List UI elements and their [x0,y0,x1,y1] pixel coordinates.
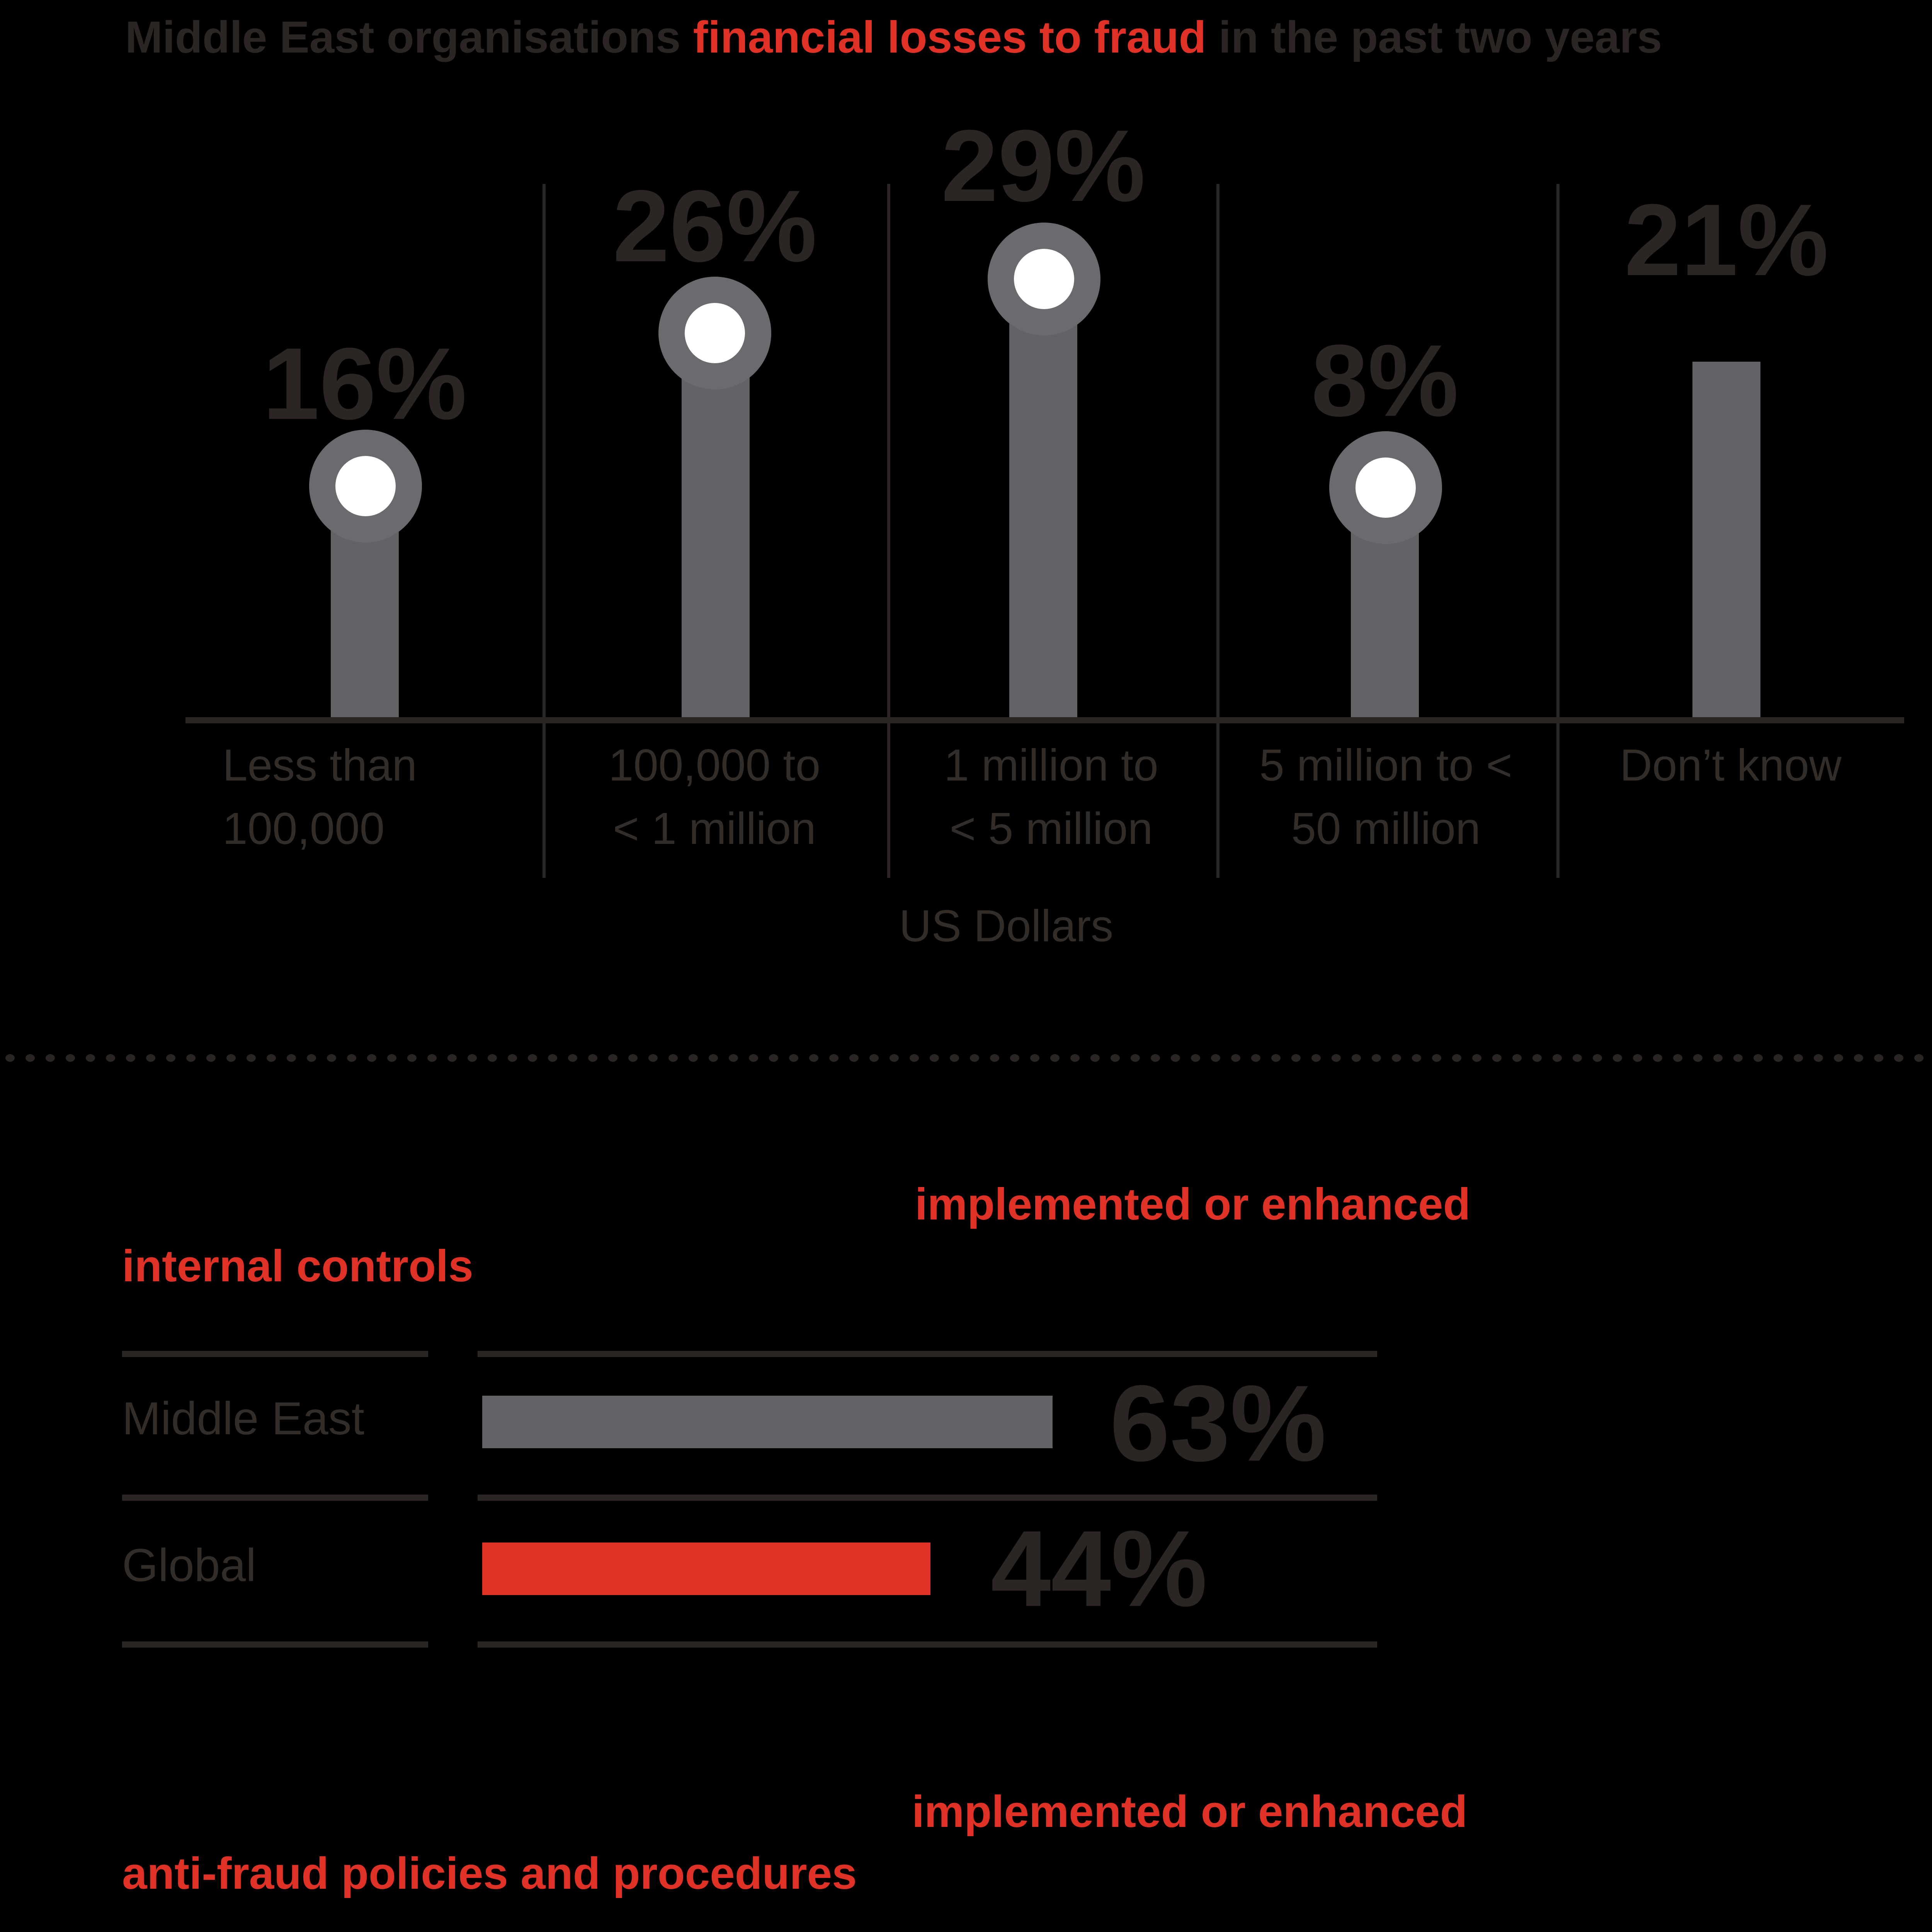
category-label: 5 million to < 50 million [1259,742,1512,855]
value-label: 16% [262,326,467,440]
bar-global [482,1543,930,1595]
title-highlight: financial losses to fraud [693,14,1206,63]
lollipop-marker [987,222,1100,335]
category-label: Don’t know [1620,742,1842,791]
dont-know-bar [1692,362,1760,717]
row-separator [122,1351,428,1356]
section-heading-line2: anti-fraud policies and procedures [122,1850,857,1900]
value-middle-east: 63% [1110,1363,1327,1484]
dotted-divider [0,1053,1932,1063]
title-suffix: in the past two years [1206,14,1662,63]
title-prefix: Middle East organisations [125,14,693,63]
value-label: 26% [612,168,817,283]
row-label-global: Global [122,1541,256,1592]
x-axis-line [185,717,1904,723]
section-heading-line1: implemented or enhanced [915,1181,1471,1230]
lollipop-marker [308,429,421,542]
column-divider [1556,184,1559,878]
marker-hole [1013,248,1073,308]
value-label: 8% [1311,323,1459,437]
section-heading-line2: internal controls [122,1243,473,1292]
value-label: 21% [1624,182,1829,297]
row-separator [122,1641,428,1647]
lollipop-marker [1328,430,1441,543]
value-label: 29% [941,108,1146,223]
category-label: 1 million to < 5 million [944,742,1158,855]
column-divider [543,184,546,878]
row-separator [478,1641,1377,1647]
row-separator [478,1495,1377,1500]
column-divider [886,184,889,878]
lollipop-stem [681,332,749,717]
marker-hole [685,302,745,362]
category-label: 100,000 to < 1 million [608,742,821,855]
x-axis-title: US Dollars [899,903,1114,952]
category-label: Less than 100,000 [223,742,417,855]
row-separator [122,1495,428,1500]
section-heading-line1: implemented or enhanced [912,1788,1468,1838]
marker-hole [1355,457,1415,517]
page-title: Middle East organisations financial loss… [125,12,1662,66]
row-separator [478,1351,1377,1356]
value-global: 44% [991,1509,1208,1629]
lollipop-marker [658,276,771,389]
row-label-middle-east: Middle East [122,1394,364,1445]
bar-middle-east [482,1396,1053,1448]
column-divider [1216,184,1219,878]
marker-hole [335,455,395,515]
lollipop-stem [1009,278,1077,717]
